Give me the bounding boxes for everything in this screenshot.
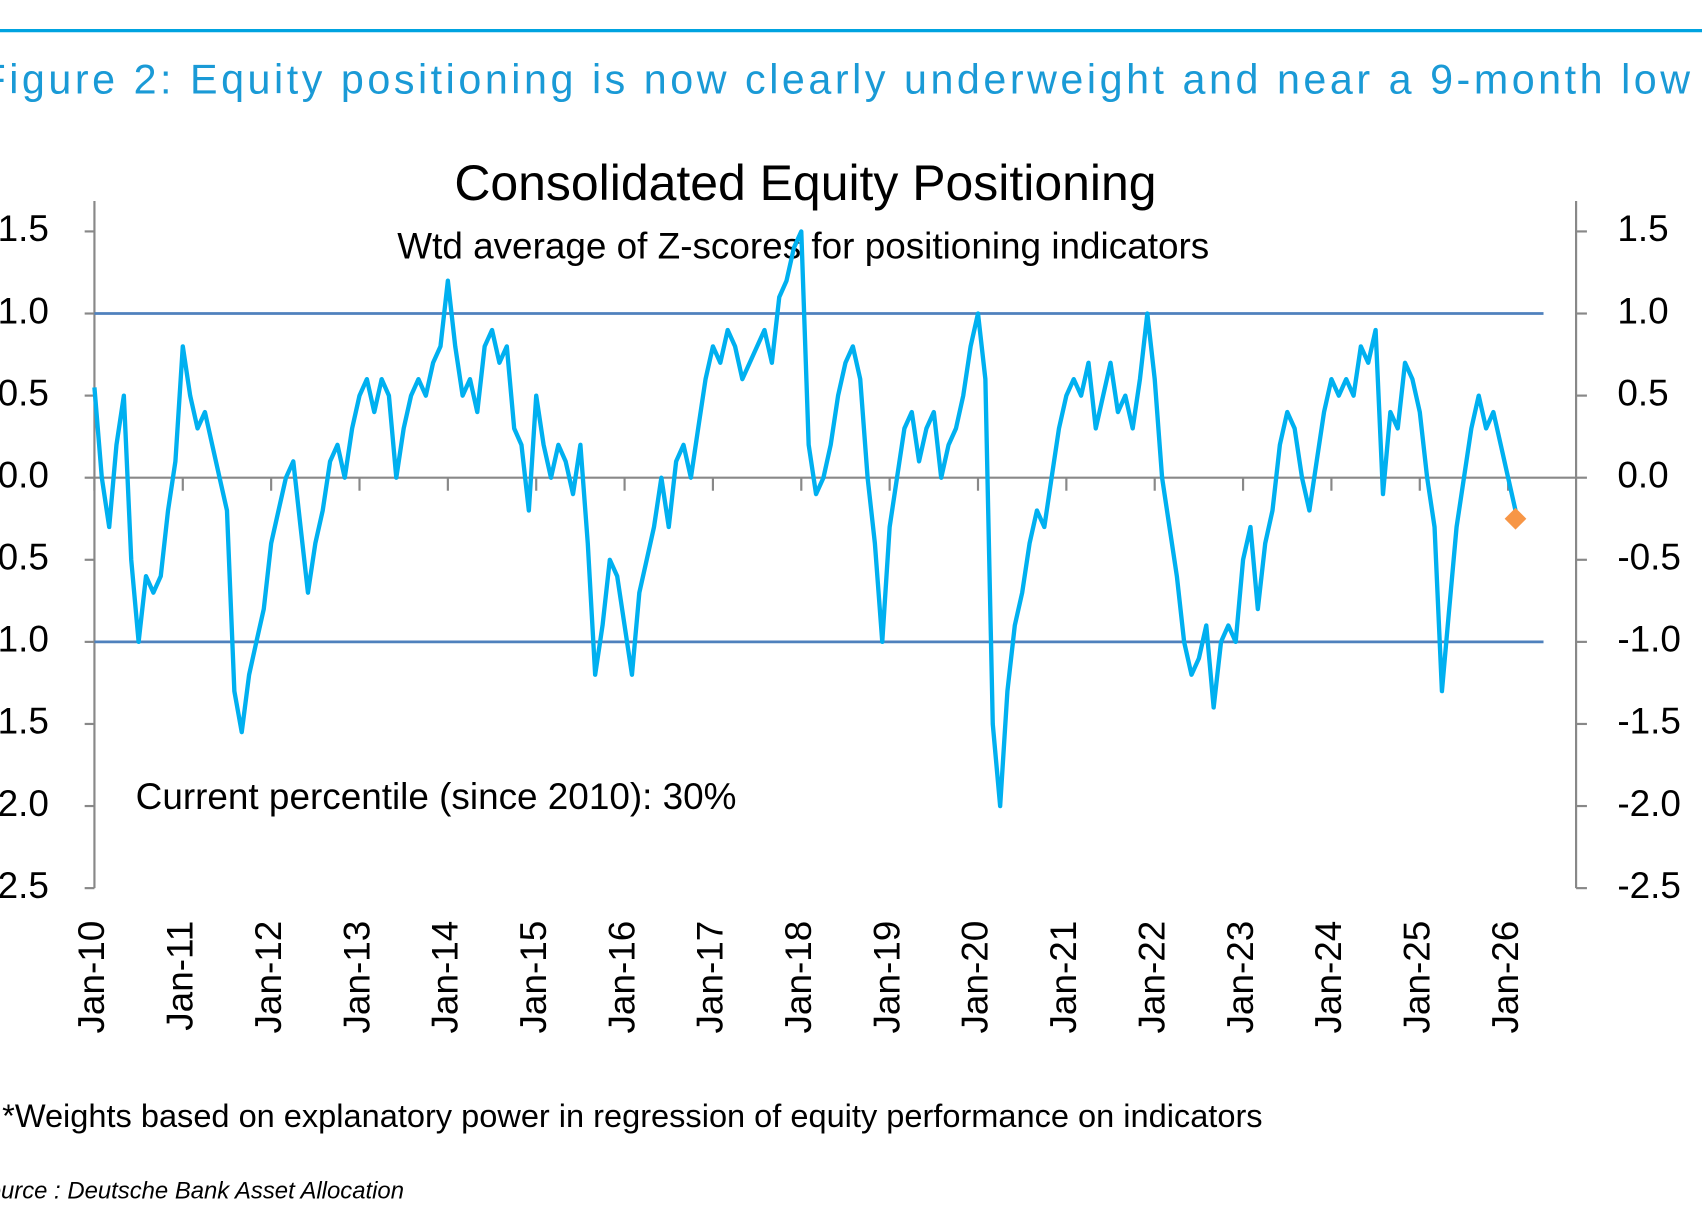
x-tick-label: Jan-18: [778, 921, 819, 1034]
x-tick-label: Jan-11: [160, 921, 201, 1031]
y2-tick-label: 1.0: [1617, 290, 1668, 331]
x-tick-label: Jan-26: [1485, 921, 1526, 1034]
x-tick-label: Jan-15: [513, 921, 554, 1034]
x-tick-label: Jan-24: [1308, 921, 1349, 1034]
x-tick-label: Jan-25: [1397, 921, 1438, 1034]
x-tick-label: Jan-10: [71, 921, 112, 1034]
y-tick-label: -1.5: [0, 701, 49, 742]
y-tick-label: -2.0: [0, 783, 49, 824]
x-tick-label: Jan-20: [955, 921, 996, 1034]
series-line: [92, 229, 1518, 809]
y-tick-label: -0.5: [0, 537, 49, 578]
x-tick-label: Jan-12: [248, 921, 289, 1034]
y-tick-label: -2.5: [0, 865, 49, 906]
y2-tick-label: 1.5: [1617, 208, 1668, 249]
x-tick-label: Jan-21: [1043, 921, 1084, 1034]
y-tick-label: -1.0: [0, 619, 49, 660]
y-tick-label: 0.0: [0, 454, 49, 495]
annotation: Current percentile (since 2010): 30%: [136, 776, 737, 817]
y2-tick-label: -2.0: [1617, 783, 1681, 824]
source: Source : Deutsche Bank Asset Allocation: [0, 1177, 404, 1204]
y-tick-label: 1.5: [0, 208, 49, 249]
y2-tick-label: 0.5: [1617, 372, 1668, 413]
x-tick-label: Jan-23: [1220, 921, 1261, 1034]
x-tick-label: Jan-19: [866, 921, 907, 1034]
y2-tick-label: 0.0: [1617, 454, 1668, 495]
x-tick-label: Jan-17: [690, 921, 731, 1034]
current-marker: [1504, 507, 1527, 530]
y-tick-label: 1.0: [0, 290, 49, 331]
x-tick-label: Jan-16: [601, 921, 642, 1034]
y2-tick-label: -1.5: [1617, 701, 1681, 742]
y2-tick-label: -1.0: [1617, 619, 1681, 660]
x-tick-label: Jan-13: [336, 921, 377, 1034]
y-tick-label: 0.5: [0, 372, 49, 413]
chart-title: Consolidated Equity Positioning: [454, 155, 1156, 211]
x-tick-label: Jan-22: [1131, 921, 1172, 1034]
x-tick-label: Jan-14: [425, 921, 466, 1034]
footnote: *Weights based on explanatory power in r…: [2, 1098, 1262, 1134]
y2-tick-label: -2.5: [1617, 865, 1681, 906]
y2-tick-label: -0.5: [1617, 537, 1681, 578]
figure-title: Figure 2: Equity positioning is now clea…: [0, 57, 1690, 103]
